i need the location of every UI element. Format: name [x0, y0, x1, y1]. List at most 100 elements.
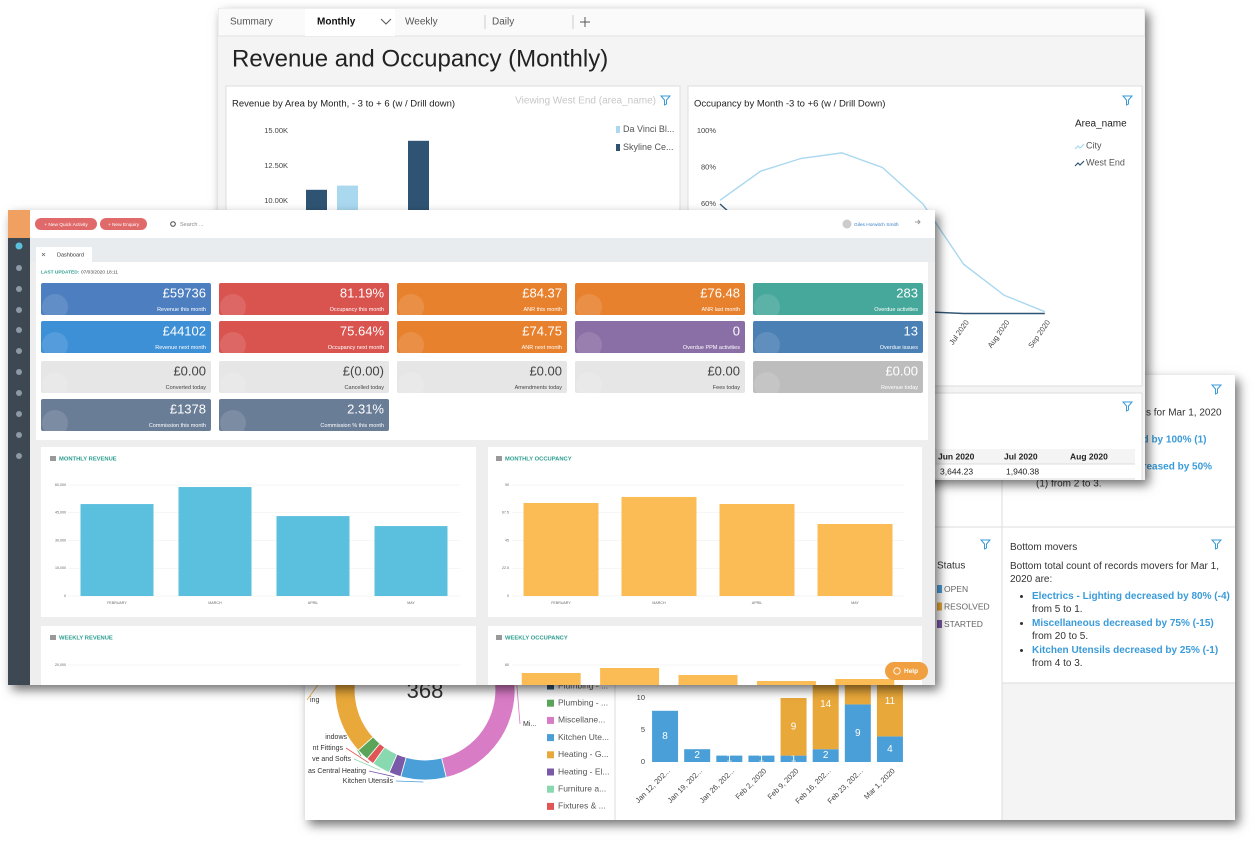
filter-icon[interactable]	[1210, 539, 1223, 550]
tile-decoration	[576, 332, 602, 358]
tab-label[interactable]: Summary	[230, 17, 273, 28]
button[interactable]	[35, 218, 97, 230]
chevron[interactable]	[380, 18, 392, 25]
close-icon[interactable]	[41, 252, 46, 257]
filter-icon[interactable]	[979, 539, 992, 550]
tab-label[interactable]: Dashboard	[57, 252, 84, 258]
front-window: Search ... Giles Horwitch Smith Dashboar…	[8, 210, 935, 685]
mover-link[interactable]: Kitchen Utensils decreased by 25% (-1)	[1032, 645, 1219, 656]
table-cell: 3,644.23	[940, 466, 973, 476]
legend-label: RESOLVED	[944, 601, 990, 611]
bar-segment	[876, 736, 903, 762]
mover-link[interactable]: Electrics - Lighting decreased by 80% (-…	[1032, 591, 1230, 602]
legend-label: West End	[1086, 157, 1125, 167]
logout-icon[interactable]	[915, 219, 921, 225]
header	[8, 210, 935, 238]
legend-swatch	[547, 751, 554, 759]
data-label: 9	[791, 721, 797, 732]
tab[interactable]	[36, 247, 92, 262]
legend-swatch	[937, 602, 942, 611]
tile-label: Revenue today	[881, 385, 918, 391]
bar	[80, 504, 154, 596]
x-tick-label: MARCH	[208, 601, 222, 605]
legend-label: Fixtures & ...	[558, 801, 606, 811]
y-tick-label: 10.00K	[264, 196, 288, 205]
x-tick-label: APRIL	[752, 601, 762, 605]
tile-decoration	[42, 294, 68, 320]
button[interactable]	[100, 218, 147, 230]
chart-title: MONTHLY REVENUE	[59, 457, 117, 463]
tile-value: £1378	[170, 401, 206, 416]
tile-label: Overdue PPM activities	[683, 345, 740, 351]
tile-value: 0	[733, 323, 740, 338]
tile-value: £0.00	[529, 363, 562, 378]
selected-tab	[305, 9, 395, 36]
mover-link[interactable]: Miscellaneous decreased by 75% (-15)	[1032, 618, 1214, 629]
legend-title: Area_name	[1075, 119, 1127, 130]
legend-label: Kitchen Ute...	[558, 732, 609, 742]
legend-label: Da Vinci Bl...	[623, 124, 674, 134]
legend-swatch	[1074, 143, 1085, 150]
button-label[interactable]: + New Quick Activity	[44, 222, 88, 228]
add-tab[interactable]	[580, 17, 590, 27]
data-label: 4	[887, 744, 893, 755]
intro: Bottom total count of records movers for…	[1010, 561, 1219, 585]
filter-icon[interactable]	[1210, 384, 1223, 395]
chart-title: WEEKLY REVENUE	[59, 636, 113, 642]
column-header: Jun 2020	[938, 451, 975, 461]
line	[719, 152, 1046, 313]
slice-label: nt Fittings	[313, 745, 344, 752]
column-header: Jul 2020	[1004, 451, 1038, 461]
chart-subtitle: Viewing West End (area_name)	[515, 96, 656, 107]
tab-label[interactable]: Weekly	[405, 17, 438, 28]
y-tick-label: 0	[507, 594, 509, 598]
tab-label[interactable]: Monthly	[317, 17, 356, 28]
sidebar-icons[interactable]	[15, 242, 23, 460]
tile	[41, 399, 211, 431]
slice-label: Mi...	[523, 721, 536, 728]
help-button[interactable]	[885, 662, 928, 680]
tile-decoration	[220, 294, 246, 320]
leader-line	[345, 747, 370, 764]
tile-label: Cancelled today	[345, 385, 385, 391]
help-label[interactable]: Help	[904, 668, 918, 675]
last-updated: 07/03/2020 18:11	[81, 269, 118, 275]
user-name[interactable]: Giles Horwitch Smith	[854, 222, 899, 228]
tile-value: 2.31%	[347, 401, 384, 416]
mover-item: Electrics - Lighting decreased by 80% (-…	[1032, 590, 1232, 616]
button-label[interactable]: + New Enquiry	[108, 222, 140, 228]
tile	[753, 321, 923, 353]
mover-detail: from 4 to 3.	[1032, 658, 1083, 669]
y-tick-label: 90	[505, 483, 509, 487]
tile-label: Fees today	[713, 385, 740, 391]
y-tick-label: 45	[505, 538, 509, 542]
tile-value: 81.19%	[340, 285, 385, 300]
legend-label: OPEN	[944, 584, 968, 594]
filter-icon[interactable]	[1121, 95, 1134, 106]
x-tick-label: MAY	[851, 601, 859, 605]
y-tick-label: 80%	[701, 162, 716, 171]
filter-icon[interactable]	[1121, 401, 1134, 412]
tile	[753, 283, 923, 315]
page-title: Revenue and Occupancy (Monthly)	[232, 45, 608, 72]
leader-line	[395, 780, 424, 783]
data-label: 9	[855, 728, 861, 739]
x-tick-label: FEBRUARY	[107, 601, 127, 605]
tile-decoration	[754, 372, 780, 398]
search-box[interactable]: Search ...	[180, 222, 204, 228]
panel-title: Bottom movers	[1010, 542, 1078, 553]
tile-decoration	[220, 372, 246, 398]
tile-value: 13	[904, 323, 918, 338]
bar	[678, 675, 738, 685]
tile	[575, 321, 745, 353]
tile-label: Commission % this month	[320, 423, 384, 429]
tab-label[interactable]: Daily	[492, 17, 514, 28]
tile-decoration	[220, 332, 246, 358]
y-tick-label: 60,000	[55, 483, 66, 487]
bar-segment	[812, 749, 839, 762]
leader-line	[368, 770, 395, 778]
tile-decoration	[398, 372, 424, 398]
tile-label: ANR this month	[523, 307, 562, 313]
filter-icon[interactable]	[659, 95, 672, 106]
x-tick-label: MAY	[407, 601, 415, 605]
